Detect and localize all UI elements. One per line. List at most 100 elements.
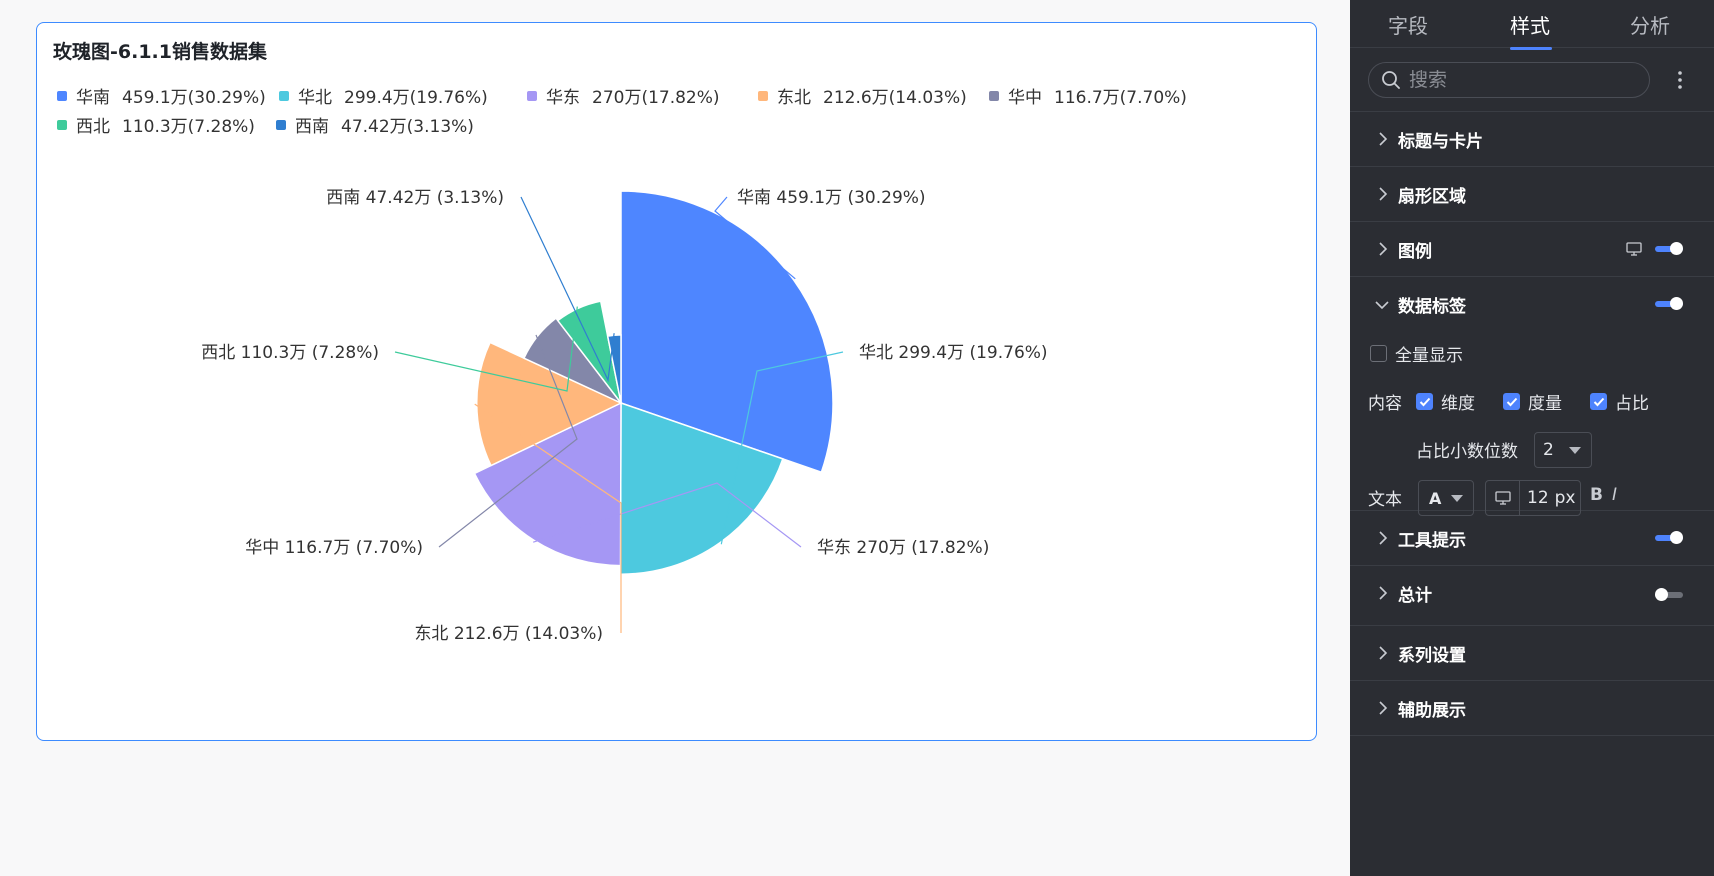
chevron-right-icon bbox=[1379, 586, 1388, 600]
section-sector: 扇形区域 bbox=[1350, 167, 1714, 222]
section-title-card: 标题与卡片 bbox=[1350, 112, 1714, 167]
section-label: 系列设置 bbox=[1398, 646, 1466, 666]
section-label: 总计 bbox=[1398, 586, 1432, 606]
ratio-label: 占比 bbox=[1615, 394, 1649, 414]
decimal-value: 2 bbox=[1543, 440, 1554, 460]
font-color-select[interactable]: A bbox=[1418, 480, 1474, 516]
font-color-letter: A bbox=[1429, 488, 1442, 508]
leader-line-华中 bbox=[438, 334, 578, 548]
chevron-down-icon bbox=[1375, 301, 1389, 310]
font-size-input[interactable]: 12 px bbox=[1485, 480, 1581, 516]
section-header[interactable]: 扇形区域 bbox=[1350, 167, 1714, 222]
leader-line-东北 bbox=[474, 403, 622, 633]
monitor-icon[interactable] bbox=[1626, 242, 1642, 256]
legend-item-华东[interactable]: 华东 270万(17.82%) bbox=[527, 83, 720, 108]
section-header[interactable]: 标题与卡片 bbox=[1350, 112, 1714, 167]
legend-swatch bbox=[279, 90, 289, 101]
panel-tabs: 字段 样式 分析 bbox=[1350, 0, 1714, 50]
chevron-right-icon bbox=[1379, 646, 1388, 660]
section-header[interactable]: 辅助展示 bbox=[1350, 681, 1714, 736]
chevron-right-icon bbox=[1379, 242, 1388, 256]
legend-toggle[interactable] bbox=[1655, 242, 1683, 256]
legend-label: 西南 bbox=[295, 117, 329, 137]
legend-item-西南[interactable]: 西南 47.42万(3.13%) bbox=[276, 112, 474, 137]
legend-item-东北[interactable]: 东北 212.6万(14.03%) bbox=[758, 83, 967, 108]
tab-style[interactable]: 样式 bbox=[1510, 14, 1550, 38]
tab-fields[interactable]: 字段 bbox=[1388, 14, 1428, 38]
ratio-checkbox[interactable] bbox=[1590, 393, 1607, 410]
more-vertical-icon[interactable] bbox=[1673, 66, 1687, 94]
device-toggle[interactable] bbox=[1486, 481, 1520, 515]
section-legend: 图例 bbox=[1350, 222, 1714, 277]
dimension-label: 维度 bbox=[1441, 394, 1475, 414]
total-toggle[interactable] bbox=[1655, 588, 1683, 602]
rose-slice-华北[interactable] bbox=[619, 401, 784, 575]
data-label-西南: 西南 47.42万 (3.13%) bbox=[326, 188, 504, 208]
chevron-right-icon bbox=[1379, 701, 1388, 715]
search-box[interactable] bbox=[1368, 62, 1650, 98]
search-row bbox=[1350, 48, 1714, 112]
decimal-select[interactable]: 2 bbox=[1534, 432, 1592, 468]
section-label: 工具提示 bbox=[1398, 531, 1466, 551]
check-icon bbox=[1419, 397, 1430, 406]
content-row: 内容 维度 度量 占比 bbox=[1368, 389, 1663, 414]
legend-value: 459.1万(30.29%) bbox=[122, 88, 266, 108]
rose-slice-华东[interactable] bbox=[473, 401, 622, 567]
data-label-华北: 华北 299.4万 (19.76%) bbox=[859, 343, 1048, 363]
dimension-checkbox[interactable] bbox=[1416, 393, 1433, 410]
italic-button[interactable]: I bbox=[1612, 485, 1618, 505]
data-label-东北: 东北 212.6万 (14.03%) bbox=[414, 624, 603, 644]
legend-value: 47.42万(3.13%) bbox=[341, 117, 474, 137]
leader-line-华南 bbox=[714, 196, 796, 280]
chart-title: 玫瑰图-6.1.1销售数据集 bbox=[53, 41, 267, 63]
check-icon bbox=[1593, 397, 1604, 406]
legend-item-华南[interactable]: 华南 459.1万(30.29%) bbox=[57, 83, 266, 108]
legend-label: 华东 bbox=[546, 88, 580, 108]
section-header[interactable]: 系列设置 bbox=[1350, 626, 1714, 681]
section-series: 系列设置 bbox=[1350, 626, 1714, 681]
section-header[interactable]: 工具提示 bbox=[1350, 511, 1714, 566]
section-header[interactable]: 总计 bbox=[1350, 566, 1714, 621]
section-label: 扇形区域 bbox=[1398, 187, 1466, 207]
legend-label: 华中 bbox=[1008, 88, 1042, 108]
section-label: 标题与卡片 bbox=[1398, 132, 1483, 152]
legend-label: 西北 bbox=[76, 117, 110, 137]
measure-checkbox[interactable] bbox=[1503, 393, 1520, 410]
leader-line-华东 bbox=[533, 482, 802, 548]
rose-slice-华中[interactable] bbox=[522, 317, 622, 404]
leader-line-西南 bbox=[520, 196, 615, 383]
legend-label: 东北 bbox=[777, 88, 811, 108]
search-icon bbox=[1382, 71, 1400, 89]
legend-item-华中[interactable]: 华中 116.7万(7.70%) bbox=[989, 83, 1187, 108]
legend-value: 116.7万(7.70%) bbox=[1054, 88, 1187, 108]
section-aux: 辅助展示 bbox=[1350, 681, 1714, 736]
chart-card[interactable]: 玫瑰图-6.1.1销售数据集 华南 459.1万(30.29%) 华北 299.… bbox=[36, 22, 1317, 741]
caret-down-icon bbox=[1569, 446, 1581, 454]
section-label: 辅助展示 bbox=[1398, 701, 1466, 721]
rose-slice-西北[interactable] bbox=[556, 300, 622, 404]
show-all-label: 全量显示 bbox=[1395, 346, 1463, 366]
tooltip-toggle[interactable] bbox=[1655, 531, 1683, 545]
legend-label: 华南 bbox=[76, 88, 110, 108]
legend-value: 110.3万(7.28%) bbox=[122, 117, 255, 137]
legend-swatch bbox=[276, 119, 286, 130]
tab-analysis[interactable]: 分析 bbox=[1630, 14, 1670, 38]
rose-slice-华南[interactable] bbox=[620, 190, 834, 474]
rose-slice-东北[interactable] bbox=[476, 341, 623, 467]
rose-chart: 华南 459.1万 (30.29%) 华北 299.4万 (19.76%) 华东 2… bbox=[201, 188, 1048, 644]
section-header[interactable]: 图例 bbox=[1350, 222, 1714, 277]
section-total: 总计 bbox=[1350, 566, 1714, 626]
content-label: 内容 bbox=[1368, 394, 1402, 414]
show-all-checkbox[interactable] bbox=[1370, 345, 1387, 362]
section-header[interactable]: 数据标签 bbox=[1350, 277, 1714, 332]
data-label-toggle[interactable] bbox=[1655, 297, 1683, 311]
data-label-华东: 华东 270万 (17.82%) bbox=[817, 538, 989, 558]
legend-value: 299.4万(19.76%) bbox=[344, 88, 488, 108]
legend-swatch bbox=[527, 90, 537, 101]
data-label-华南: 华南 459.1万 (30.29%) bbox=[737, 188, 926, 208]
legend-item-华北[interactable]: 华北 299.4万(19.76%) bbox=[279, 83, 488, 108]
search-input[interactable] bbox=[1409, 69, 1629, 91]
legend-item-西北[interactable]: 西北 110.3万(7.28%) bbox=[57, 112, 255, 137]
bold-button[interactable]: B bbox=[1590, 485, 1603, 505]
data-label-西北: 西北 110.3万 (7.28%) bbox=[201, 343, 379, 363]
